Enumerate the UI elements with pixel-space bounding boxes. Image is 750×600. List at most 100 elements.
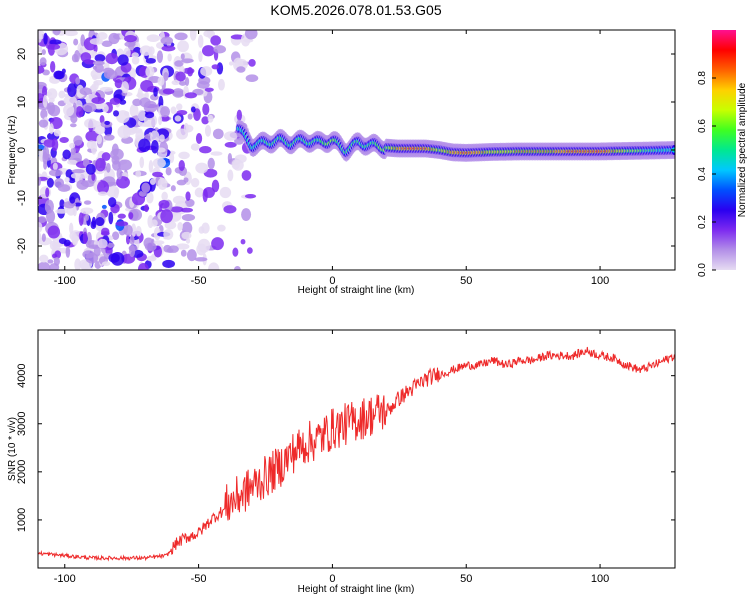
- noise-blob: [169, 152, 175, 164]
- y-tick-label: 4000: [16, 363, 28, 387]
- noise-blob: [84, 213, 90, 221]
- noise-blob: [187, 66, 194, 77]
- noise-blob: [119, 99, 127, 105]
- noise-blob: [139, 97, 151, 108]
- colorbar-tick-label: 0.4: [697, 167, 708, 181]
- noise-blob: [196, 80, 210, 89]
- noise-blob: [64, 176, 70, 183]
- noise-blob: [125, 234, 131, 245]
- noise-blob: [47, 225, 61, 239]
- noise-blob: [161, 45, 176, 52]
- noise-blob: [103, 134, 115, 141]
- noise-blob: [156, 147, 166, 153]
- noise-blob: [69, 196, 76, 204]
- noise-blob: [208, 262, 220, 270]
- y-tick-label: 3000: [16, 412, 28, 436]
- noise-blob: [84, 118, 98, 129]
- noise-blob: [194, 187, 205, 198]
- noise-blob: [244, 30, 258, 40]
- noise-blob: [101, 40, 113, 47]
- colorbar-label: Normalized spectral amplitude: [737, 82, 748, 217]
- noise-blob: [184, 198, 195, 208]
- noise-blob: [101, 261, 111, 267]
- noise-blob: [202, 103, 210, 116]
- noise-blob: [234, 136, 244, 145]
- noise-blob: [57, 184, 71, 192]
- noise-blob: [132, 98, 143, 107]
- noise-blob: [199, 146, 212, 154]
- noise-blob: [153, 226, 161, 241]
- noise-blob: [105, 162, 111, 173]
- noise-blob: [167, 53, 172, 62]
- noise-blob: [53, 70, 64, 80]
- noise-blob: [211, 237, 224, 251]
- noise-blob: [185, 238, 191, 244]
- noise-blob: [157, 76, 165, 87]
- x-tick-label: 0: [329, 573, 335, 585]
- noise-blob: [41, 49, 46, 55]
- noise-blob: [78, 212, 84, 226]
- noise-blob: [184, 92, 197, 99]
- noise-blob: [95, 217, 105, 227]
- noise-blob: [38, 221, 43, 233]
- x-tick-label: 50: [460, 275, 472, 287]
- noise-blob: [49, 39, 62, 45]
- noise-blob: [112, 231, 120, 241]
- noise-blob: [58, 237, 67, 245]
- noise-blob: [160, 106, 170, 118]
- y-tick-label: 1000: [16, 508, 28, 532]
- snr-x-axis: -100 -50 0 50 100: [54, 330, 609, 585]
- noise-blob: [176, 109, 188, 116]
- noise-blob: [68, 177, 76, 184]
- noise-blob: [159, 115, 170, 122]
- noise-blob: [167, 245, 179, 253]
- noise-blob: [76, 179, 89, 190]
- noise-blob: [95, 157, 106, 172]
- noise-blob: [137, 262, 149, 270]
- noise-blob: [176, 103, 183, 111]
- colorbar-tick-label: 0.2: [697, 215, 708, 229]
- noise-blob: [53, 257, 60, 266]
- noise-blob: [105, 246, 113, 256]
- noise-blob: [212, 128, 224, 140]
- colorbar: 0.0 0.2 0.4 0.6 0.8 Normalized spectral ampl…: [697, 30, 748, 277]
- noise-blob: [79, 87, 92, 96]
- noise-blob: [49, 240, 57, 251]
- noise-blob: [170, 206, 184, 213]
- noise-blob: [187, 113, 193, 120]
- noise-blob: [70, 147, 76, 156]
- noise-blob: [177, 40, 189, 53]
- noise-blob: [201, 116, 210, 125]
- noise-blob: [241, 208, 252, 221]
- x-tick-label: -100: [54, 573, 76, 585]
- noise-blob: [150, 219, 158, 227]
- noise-blob: [131, 56, 140, 65]
- noise-blob: [94, 63, 104, 73]
- noise-blob: [116, 110, 130, 124]
- noise-blob: [210, 151, 223, 156]
- snr-x-label: Height of straight line (km): [298, 584, 415, 595]
- noise-blob: [189, 30, 197, 41]
- noise-blob: [201, 45, 215, 57]
- noise-blob: [150, 130, 160, 144]
- noise-blob: [201, 222, 210, 234]
- noise-blob: [204, 124, 212, 137]
- noise-blob: [135, 129, 145, 142]
- noise-blob: [181, 213, 196, 222]
- noise-blob: [85, 163, 96, 175]
- x-tick-label: -100: [54, 275, 76, 287]
- noise-blob: [82, 158, 90, 168]
- noise-blob: [141, 182, 151, 194]
- noise-blob: [40, 109, 48, 120]
- noise-blob: [137, 87, 143, 101]
- noise-blob: [41, 233, 46, 242]
- noise-blob: [150, 140, 159, 154]
- noise-blob: [241, 170, 252, 181]
- noise-blob: [204, 87, 214, 92]
- noise-blob: [130, 223, 137, 238]
- noise-blob: [236, 109, 242, 121]
- noise-blob: [232, 247, 239, 257]
- noise-blob: [129, 103, 139, 118]
- noise-blob: [67, 83, 77, 98]
